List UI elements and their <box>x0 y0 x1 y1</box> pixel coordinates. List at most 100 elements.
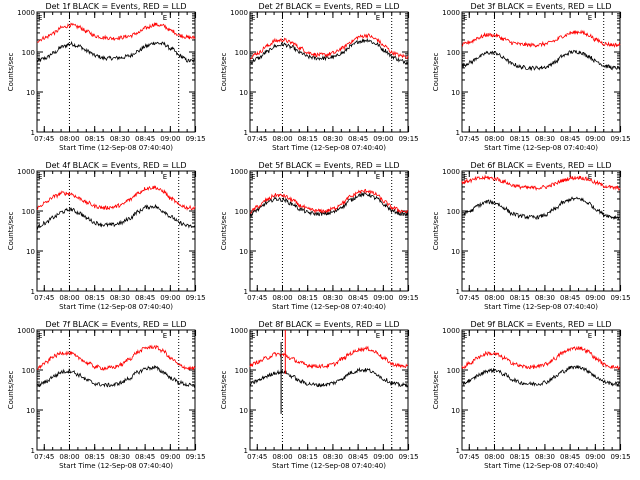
x-tick-label: 08:45 <box>560 135 580 143</box>
y-axis-label: Counts/sec <box>7 212 15 251</box>
y-tick-label: 100 <box>22 49 35 57</box>
y-tick-label: 1000 <box>230 9 248 17</box>
chart-panel-7: Det 7f BLACK = Events, RED = LLD 1 10 100 10… <box>7 320 206 470</box>
y-tick-label: 100 <box>447 367 460 375</box>
y-tick-label: 1 <box>31 288 35 296</box>
y-tick-label: 10 <box>26 248 35 256</box>
events-series-line <box>249 366 409 388</box>
lld-series-line <box>249 345 409 370</box>
x-tick-label: 08:30 <box>110 453 130 461</box>
x-tick-label: 09:15 <box>610 294 630 302</box>
lld-series-line <box>461 346 621 370</box>
y-tick-label: 1 <box>244 447 248 455</box>
x-axis-label: Start Time (12-Sep-08 07:40:40) <box>59 303 173 311</box>
marker-E-right: E <box>376 332 380 340</box>
x-axis-label: Start Time (12-Sep-08 07:40:40) <box>59 462 173 470</box>
x-tick-label: 09:15 <box>185 135 205 143</box>
x-tick-label: 09:00 <box>585 453 605 461</box>
y-axis-label: Counts/sec <box>220 53 228 92</box>
events-series-line <box>461 196 621 221</box>
marker-E-left: E <box>38 14 42 22</box>
y-tick-label: 10 <box>451 407 460 415</box>
events-series-line <box>249 38 409 65</box>
x-tick-label: 09:15 <box>185 453 205 461</box>
marker-E-right: E <box>376 173 380 181</box>
chart-panel-6: Det 6f BLACK = Events, RED = LLD 1 10 100 10… <box>432 161 631 311</box>
x-tick-label: 09:00 <box>160 453 180 461</box>
x-tick-label: 08:45 <box>348 294 368 302</box>
y-tick-label: 1 <box>244 288 248 296</box>
chart-title: Det 6f BLACK = Events, RED = LLD <box>470 161 611 170</box>
x-tick-label: 09:00 <box>585 294 605 302</box>
plot-frame <box>36 329 196 451</box>
y-tick-label: 1000 <box>17 9 35 17</box>
y-axis-label: Counts/sec <box>7 53 15 92</box>
x-tick-label: 08:15 <box>298 135 318 143</box>
x-tick-label: 09:15 <box>398 135 418 143</box>
x-tick-label: 08:00 <box>272 453 292 461</box>
lld-series-line <box>249 188 409 215</box>
y-axis-label: Counts/sec <box>432 371 440 410</box>
x-tick-label: 08:45 <box>560 453 580 461</box>
chart-panel-2: Det 2f BLACK = Events, RED = LLD 1 10 100 10… <box>220 2 419 152</box>
plot-frame <box>249 329 409 451</box>
x-tick-label: 08:30 <box>535 453 555 461</box>
x-tick-label: 08:30 <box>323 294 343 302</box>
x-tick-label: 08:15 <box>85 294 105 302</box>
y-tick-label: 1000 <box>442 327 460 335</box>
x-tick-label: 08:45 <box>135 294 155 302</box>
y-tick-label: 100 <box>235 49 248 57</box>
x-tick-label: 09:15 <box>610 453 630 461</box>
lld-series-line <box>461 174 621 191</box>
x-axis-label: Start Time (12-Sep-08 07:40:40) <box>272 462 386 470</box>
y-tick-label: 1 <box>31 447 35 455</box>
x-tick-label: 08:30 <box>110 294 130 302</box>
x-tick-label: 08:45 <box>135 135 155 143</box>
x-axis-label: Start Time (12-Sep-08 07:40:40) <box>272 303 386 311</box>
y-tick-label: 100 <box>235 208 248 216</box>
x-tick-label: 08:45 <box>348 453 368 461</box>
marker-E-right: E <box>376 14 380 22</box>
x-tick-label: 07:45 <box>34 453 54 461</box>
y-tick-label: 10 <box>451 248 460 256</box>
plot-frame <box>249 11 409 133</box>
marker-E-left: E <box>463 14 467 22</box>
x-tick-label: 07:45 <box>34 294 54 302</box>
x-tick-label: 09:15 <box>398 294 418 302</box>
y-axis-label: Counts/sec <box>220 371 228 410</box>
y-axis-label: Counts/sec <box>220 212 228 251</box>
x-tick-label: 08:15 <box>298 453 318 461</box>
x-tick-label: 08:00 <box>59 294 79 302</box>
y-tick-label: 10 <box>239 89 248 97</box>
x-tick-label: 08:30 <box>535 294 555 302</box>
chart-title: Det 8f BLACK = Events, RED = LLD <box>258 320 399 329</box>
chart-title: Det 3f BLACK = Events, RED = LLD <box>470 2 611 11</box>
chart-title: Det 7f BLACK = Events, RED = LLD <box>45 320 186 329</box>
x-tick-label: 07:45 <box>459 135 479 143</box>
x-tick-label: 08:00 <box>484 135 504 143</box>
x-tick-label: 08:00 <box>59 135 79 143</box>
chart-title: Det 1f BLACK = Events, RED = LLD <box>45 2 186 11</box>
marker-E-right: E <box>588 14 592 22</box>
x-axis-label: Start Time (12-Sep-08 07:40:40) <box>272 144 386 152</box>
plot-frame <box>36 11 196 133</box>
x-tick-label: 08:00 <box>59 453 79 461</box>
y-tick-label: 100 <box>22 367 35 375</box>
x-axis-label: Start Time (12-Sep-08 07:40:40) <box>59 144 173 152</box>
marker-E-left: E <box>251 14 255 22</box>
x-tick-label: 09:15 <box>185 294 205 302</box>
x-tick-label: 08:00 <box>484 294 504 302</box>
x-tick-label: 07:45 <box>247 453 267 461</box>
y-tick-label: 10 <box>451 89 460 97</box>
x-tick-label: 08:45 <box>560 294 580 302</box>
events-series-line <box>36 203 196 231</box>
lld-series-line <box>36 344 196 371</box>
lld-series-line <box>36 185 196 211</box>
marker-E-right: E <box>163 332 167 340</box>
x-tick-label: 09:00 <box>585 135 605 143</box>
x-tick-label: 09:00 <box>373 453 393 461</box>
events-series-line <box>36 364 196 389</box>
events-series-line <box>249 191 409 219</box>
chart-panel-8: Det 8f BLACK = Events, RED = LLD 1 10 100 10… <box>220 320 419 470</box>
